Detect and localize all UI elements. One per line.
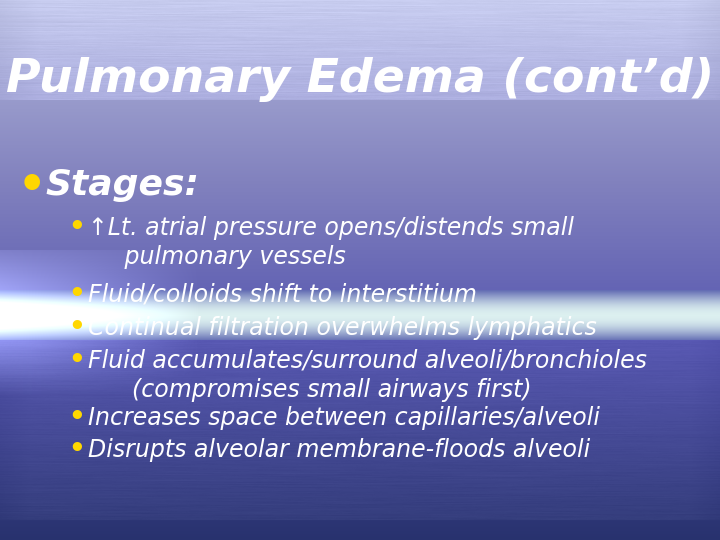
Text: pulmonary vessels: pulmonary vessels: [102, 245, 346, 269]
Text: •: •: [68, 315, 85, 341]
Text: ↑Lt. atrial pressure opens/distends small: ↑Lt. atrial pressure opens/distends smal…: [88, 216, 574, 240]
Text: Pulmonary Edema (cont’d): Pulmonary Edema (cont’d): [6, 57, 714, 103]
Text: Fluid accumulates/surround alveoli/bronchioles: Fluid accumulates/surround alveoli/bronc…: [88, 349, 647, 373]
Text: Continual filtration overwhelms lymphatics: Continual filtration overwhelms lymphati…: [88, 316, 597, 340]
Text: Disrupts alveolar membrane-floods alveoli: Disrupts alveolar membrane-floods alveol…: [88, 438, 590, 462]
Text: •: •: [68, 405, 85, 431]
Text: •: •: [18, 164, 46, 206]
Text: Increases space between capillaries/alveoli: Increases space between capillaries/alve…: [88, 406, 600, 430]
Text: Fluid/colloids shift to interstitium: Fluid/colloids shift to interstitium: [88, 283, 477, 307]
Text: (compromises small airways first): (compromises small airways first): [102, 378, 531, 402]
Text: •: •: [68, 348, 85, 374]
Text: Stages:: Stages:: [45, 168, 199, 202]
Text: •: •: [68, 282, 85, 308]
Text: •: •: [68, 437, 85, 463]
Text: •: •: [68, 215, 85, 241]
